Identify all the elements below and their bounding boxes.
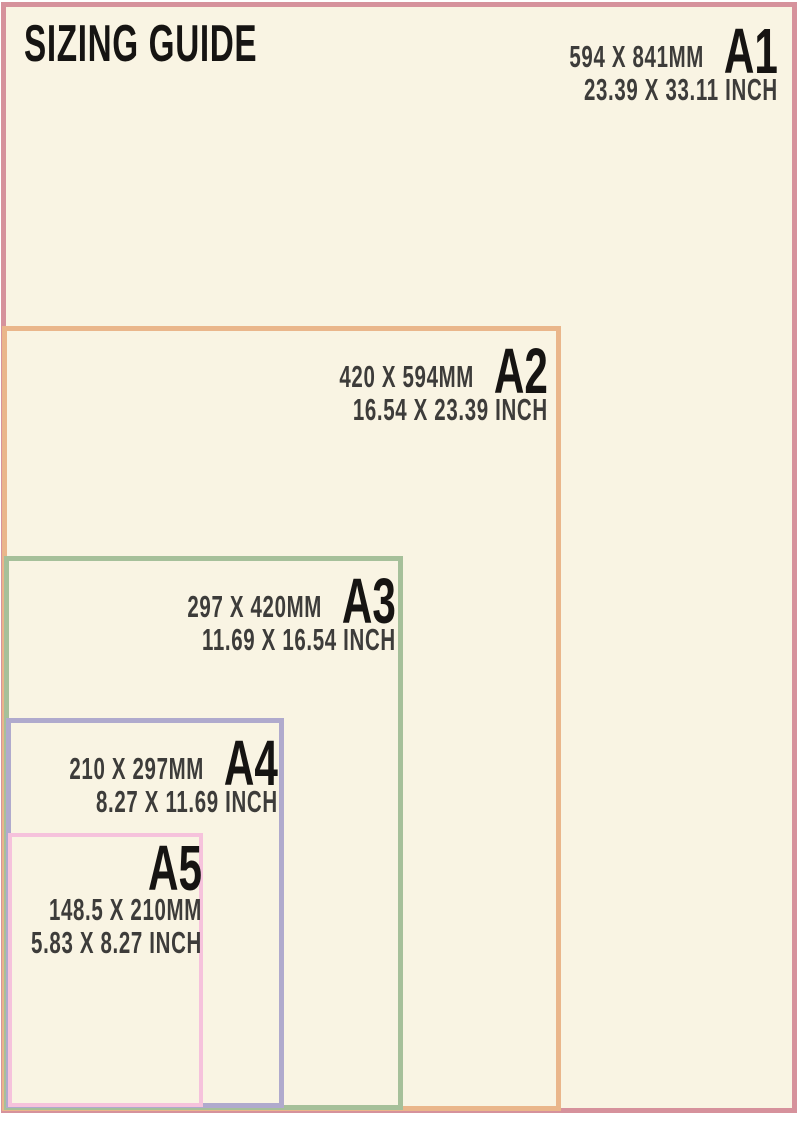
- size-label-a5: A5 148.5 X 210MM 5.83 X 8.27 INCH: [31, 832, 202, 960]
- a2-inch-dimensions: 16.54 X 23.39 INCH: [353, 391, 548, 427]
- a2-size-name: A2: [494, 335, 548, 407]
- a5-inch-dimensions: 5.83 X 8.27 INCH: [31, 924, 202, 960]
- a4-label-row: 210 X 297MM A4: [69, 727, 278, 799]
- a5-size-name: A5: [148, 832, 202, 904]
- a1-label-row: 594 X 841MM A1: [569, 15, 778, 87]
- a2-label-row: 420 X 594MM A2: [339, 335, 548, 407]
- size-label-a3: 297 X 420MM A3 11.69 X 16.54 INCH: [187, 565, 396, 657]
- a3-label-row: 297 X 420MM A3: [187, 565, 396, 637]
- page-title: SIZING GUIDE: [24, 15, 258, 73]
- a3-mm-dimensions: 297 X 420MM: [187, 589, 323, 625]
- a3-size-name: A3: [342, 565, 396, 637]
- a1-mm-dimensions: 594 X 841MM: [569, 39, 705, 75]
- a5-mm-dimensions: 148.5 X 210MM: [48, 891, 202, 927]
- size-label-a4: 210 X 297MM A4 8.27 X 11.69 INCH: [69, 727, 278, 819]
- size-label-a1: 594 X 841MM A1 23.39 X 33.11 INCH: [569, 15, 778, 107]
- a1-size-name: A1: [724, 15, 778, 87]
- a3-inch-dimensions: 11.69 X 16.54 INCH: [202, 621, 396, 657]
- size-label-a2: 420 X 594MM A2 16.54 X 23.39 INCH: [339, 335, 548, 427]
- a2-mm-dimensions: 420 X 594MM: [339, 359, 475, 395]
- a1-inch-dimensions: 23.39 X 33.11 INCH: [584, 71, 778, 107]
- a4-size-name: A4: [224, 727, 278, 799]
- a4-inch-dimensions: 8.27 X 11.69 INCH: [96, 783, 278, 819]
- size-rectangle-a5: [8, 833, 203, 1107]
- a4-mm-dimensions: 210 X 297MM: [69, 751, 205, 787]
